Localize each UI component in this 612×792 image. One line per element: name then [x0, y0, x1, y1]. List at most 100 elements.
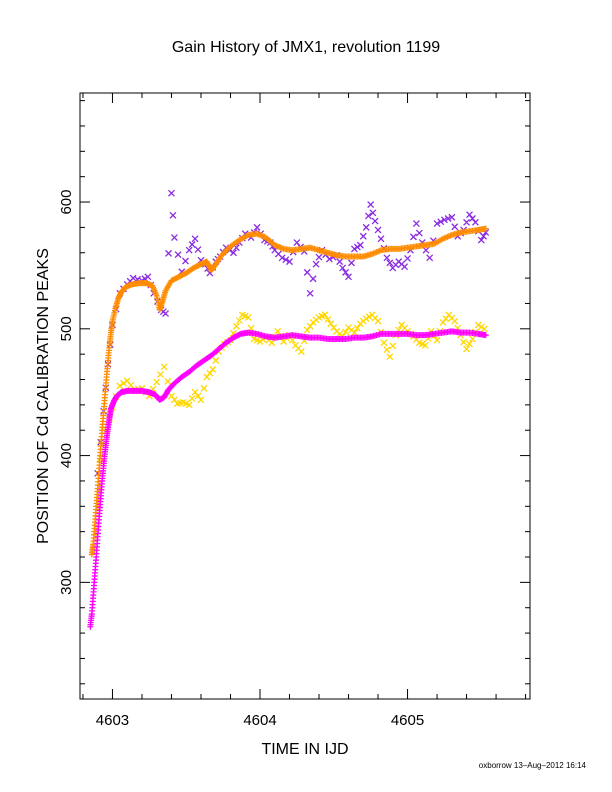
data-point: [197, 396, 205, 404]
data-series: [87, 189, 490, 630]
data-point: [353, 324, 361, 332]
data-point: [471, 218, 479, 226]
y-tick-label: 600: [58, 190, 75, 215]
data-point: [321, 311, 329, 319]
data-point: [306, 289, 314, 297]
data-point: [170, 234, 178, 241]
data-point: [374, 317, 382, 325]
data-point: [350, 329, 358, 337]
data-point: [253, 223, 261, 231]
data-point: [120, 379, 127, 387]
series-4: [87, 328, 489, 630]
data-point: [412, 220, 420, 228]
data-point: [188, 395, 196, 402]
data-point: [185, 246, 193, 254]
data-point: [364, 212, 372, 220]
data-point: [342, 328, 350, 336]
data-point: [303, 268, 311, 276]
data-point: [229, 249, 237, 257]
data-point: [409, 233, 417, 241]
data-point: [116, 382, 124, 390]
x-axis-label: TIME IN IJD: [261, 741, 348, 758]
data-point: [482, 225, 489, 232]
data-point: [235, 317, 243, 325]
data-point: [153, 378, 161, 386]
data-point: [312, 260, 320, 268]
data-point: [356, 241, 364, 249]
y-axis-label: POSITION OF Cd CALIBRATION PEAKS: [35, 248, 52, 544]
data-point: [188, 241, 196, 248]
data-point: [212, 357, 220, 364]
data-point: [345, 273, 352, 281]
data-point: [369, 209, 377, 217]
data-point: [383, 254, 391, 262]
axis-tick-labels: 4603 4604 4605 300 400 500 600: [58, 190, 424, 729]
data-point: [468, 335, 476, 343]
data-point: [466, 340, 473, 348]
data-point: [129, 274, 137, 282]
data-point: [440, 216, 448, 224]
data-point: [421, 341, 429, 349]
data-point: [359, 232, 367, 240]
data-point: [460, 338, 468, 346]
data-point: [374, 226, 382, 234]
y-tick-label: 300: [58, 570, 75, 595]
data-point: [200, 384, 208, 392]
data-point: [401, 263, 409, 271]
data-point: [309, 275, 317, 283]
axis-ticks: [80, 93, 530, 699]
data-point: [324, 315, 332, 323]
data-point: [389, 342, 397, 350]
x-tick-label: 4603: [96, 712, 129, 729]
data-point: [191, 235, 199, 243]
data-point: [165, 249, 172, 257]
data-point: [274, 327, 282, 335]
data-point: [371, 217, 379, 225]
data-point: [182, 257, 189, 265]
data-point: [297, 348, 305, 356]
data-point: [367, 201, 375, 209]
data-point: [278, 254, 286, 262]
footer-credit: oxborrow 13–Aug–2012 16:14: [479, 761, 587, 770]
data-point: [477, 236, 485, 244]
data-point: [268, 339, 276, 347]
data-point: [174, 251, 182, 259]
data-point: [325, 255, 333, 263]
data-point: [380, 339, 388, 347]
data-point: [426, 254, 434, 262]
y-tick-label: 400: [58, 443, 75, 468]
data-point: [342, 268, 350, 276]
data-point: [339, 264, 347, 272]
data-point: [160, 363, 168, 371]
plot-frame: [79, 92, 531, 700]
data-point: [162, 310, 170, 318]
data-point: [209, 365, 217, 373]
data-point: [185, 401, 193, 409]
data-point: [194, 246, 202, 254]
data-point: [156, 370, 164, 378]
chart-title: Gain History of JMX1, revolution 1199: [172, 39, 440, 56]
data-point: [480, 232, 487, 240]
data-point: [169, 211, 177, 219]
data-point: [315, 253, 323, 261]
data-point: [362, 223, 370, 231]
data-point: [386, 259, 394, 267]
data-point: [463, 218, 471, 226]
data-point: [348, 259, 355, 267]
y-tick-label: 500: [58, 316, 75, 341]
data-point: [437, 218, 445, 226]
x-tick-label: 4604: [243, 712, 276, 729]
data-point: [480, 325, 488, 333]
data-point: [404, 254, 412, 262]
data-point: [433, 220, 441, 228]
data-point: [232, 322, 240, 330]
data-point: [244, 313, 252, 321]
data-point: [433, 336, 441, 344]
data-point: [383, 346, 391, 354]
data-point: [451, 317, 459, 325]
data-point: [444, 215, 452, 222]
data-point: [286, 258, 293, 266]
data-point: [463, 345, 471, 353]
data-point: [451, 223, 459, 231]
